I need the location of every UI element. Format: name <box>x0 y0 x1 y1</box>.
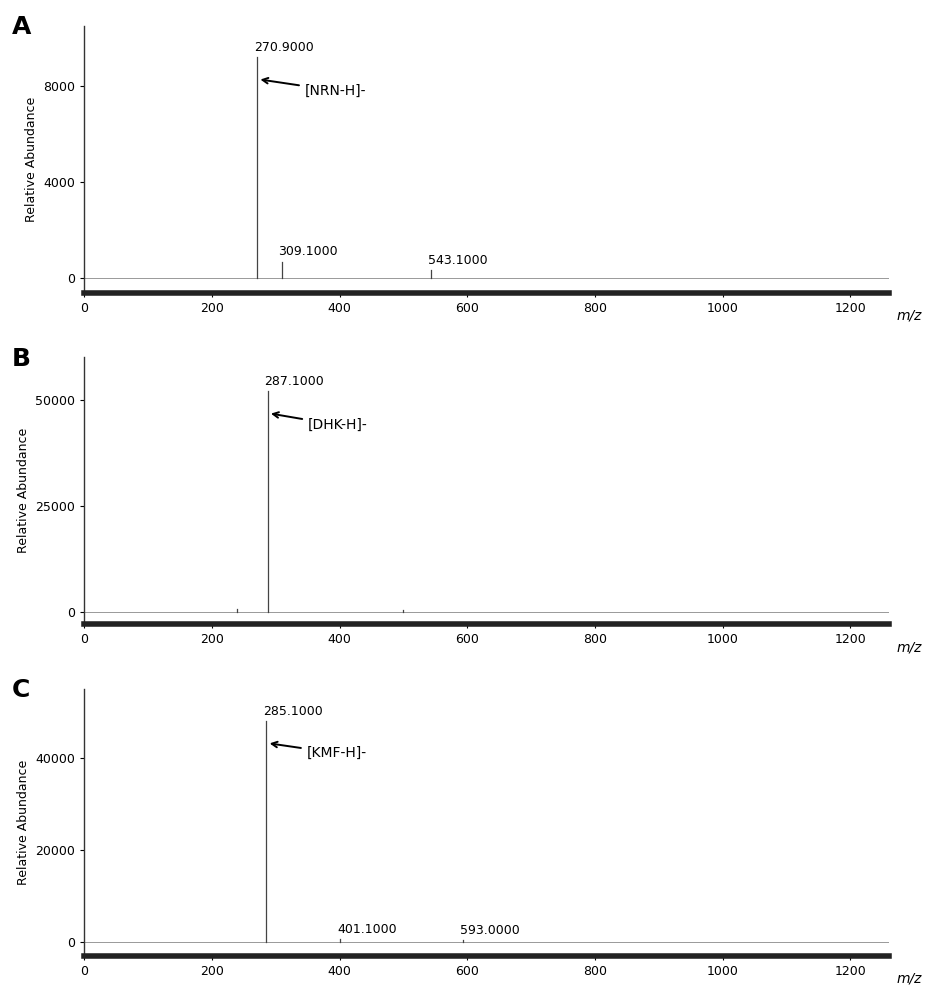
Text: 593.0000: 593.0000 <box>460 924 520 937</box>
Text: [KMF-H]-: [KMF-H]- <box>272 742 367 760</box>
Text: 543.1000: 543.1000 <box>428 254 488 267</box>
Text: C: C <box>12 678 30 702</box>
Text: [NRN-H]-: [NRN-H]- <box>263 78 366 98</box>
Text: m/z: m/z <box>897 972 922 986</box>
Y-axis label: Relative Abundance: Relative Abundance <box>17 428 30 553</box>
Text: A: A <box>12 15 31 39</box>
Text: B: B <box>12 347 31 371</box>
Text: 309.1000: 309.1000 <box>279 245 338 258</box>
Text: m/z: m/z <box>897 640 922 654</box>
Text: 401.1000: 401.1000 <box>337 923 397 936</box>
Text: 287.1000: 287.1000 <box>265 375 325 388</box>
Y-axis label: Relative Abundance: Relative Abundance <box>24 97 38 222</box>
Text: m/z: m/z <box>897 309 922 323</box>
Y-axis label: Relative Abundance: Relative Abundance <box>17 760 30 885</box>
Text: [DHK-H]-: [DHK-H]- <box>273 412 368 432</box>
Text: 270.9000: 270.9000 <box>254 41 314 54</box>
Text: 285.1000: 285.1000 <box>263 705 323 718</box>
